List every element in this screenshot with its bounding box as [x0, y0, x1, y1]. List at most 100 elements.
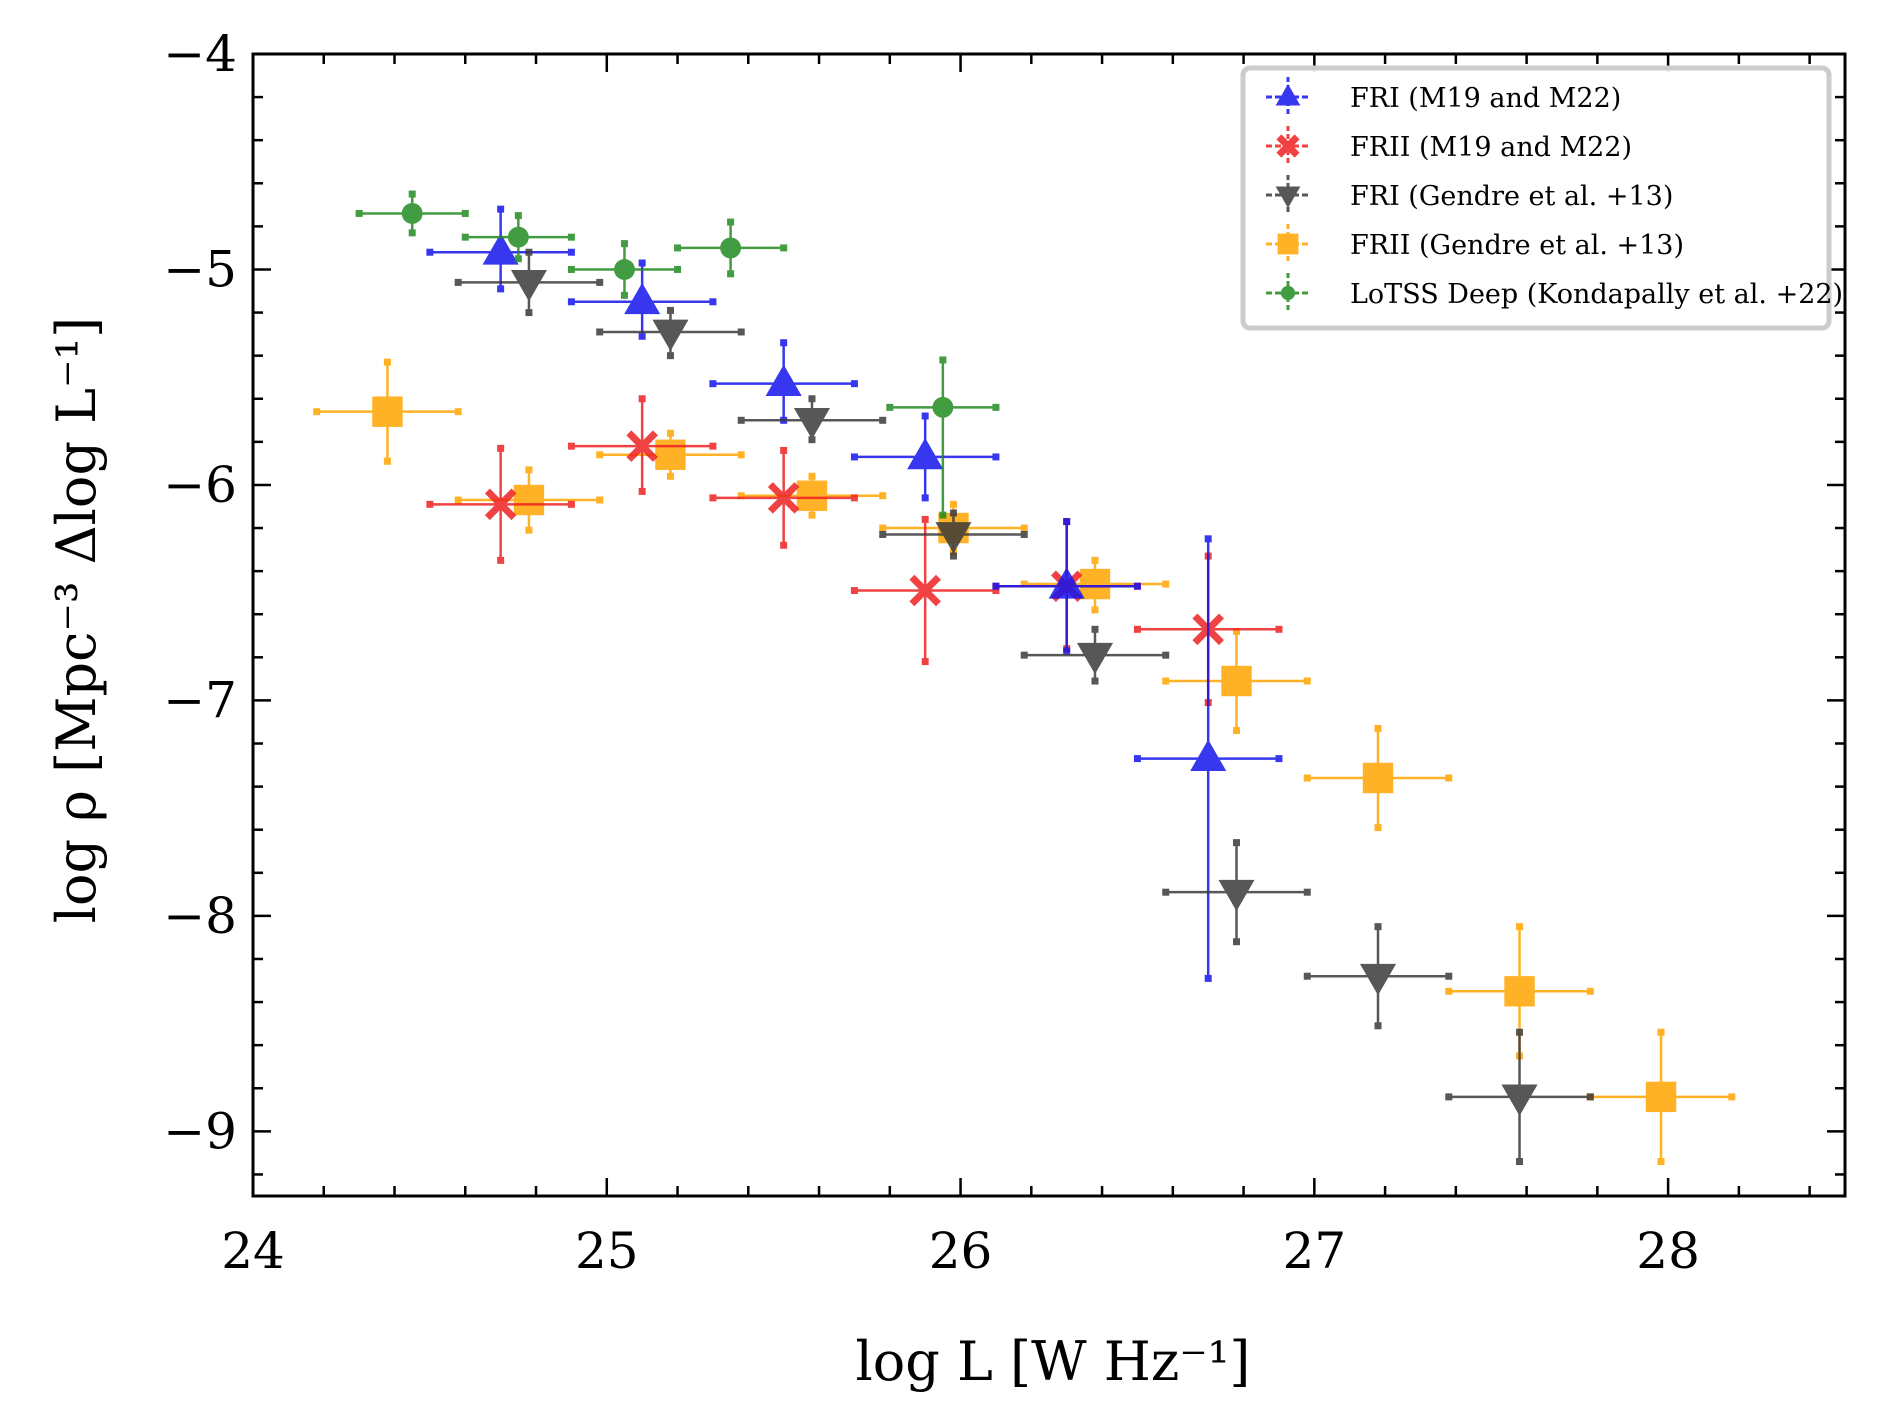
error-cap — [525, 309, 533, 317]
error-cap — [1275, 755, 1283, 763]
error-cap — [567, 442, 575, 450]
y-tick-labels: −4 −5 −6 −7 −8 −9 — [163, 25, 237, 1160]
error-cap — [921, 494, 929, 502]
series-2 — [454, 248, 1594, 1166]
legend-label: FRI (M19 and M22) — [1350, 83, 1621, 114]
data-point — [886, 356, 1000, 519]
square-marker — [1362, 762, 1394, 794]
circle-marker — [507, 226, 529, 248]
legend-entry-3 — [1266, 224, 1310, 264]
square-marker — [1079, 568, 1111, 600]
error-cap — [886, 403, 894, 411]
data-point — [737, 395, 887, 444]
circle-marker — [614, 259, 635, 280]
y-tick-label: −6 — [163, 456, 237, 514]
error-cap — [1204, 974, 1212, 982]
error-cap — [497, 444, 505, 452]
legend-entry-4 — [1266, 273, 1310, 313]
error-cap — [1303, 888, 1311, 896]
square-marker — [1221, 665, 1252, 697]
triangle-down-marker — [1076, 642, 1114, 675]
error-cap — [879, 524, 887, 532]
triangle-up-marker — [482, 233, 519, 265]
data-point — [879, 509, 1028, 560]
error-cap — [709, 442, 717, 450]
error-cap — [1133, 755, 1141, 763]
x-marker — [1276, 134, 1300, 158]
error-cap — [921, 515, 929, 523]
error-cap — [454, 408, 462, 416]
y-tick-label: −8 — [163, 887, 237, 945]
triangle-down-marker — [652, 319, 689, 351]
data-point — [850, 515, 1000, 666]
error-cap — [1233, 627, 1241, 635]
error-cap — [525, 526, 533, 534]
error-cap — [638, 332, 646, 340]
error-cap — [949, 552, 957, 560]
error-cap — [638, 487, 646, 495]
error-cap — [1233, 938, 1241, 946]
error-cap — [497, 556, 505, 564]
square-marker — [655, 439, 686, 470]
data-point — [454, 248, 604, 317]
plot-frame — [251, 52, 1847, 1198]
error-cap — [666, 429, 674, 437]
error-cap — [850, 587, 858, 595]
error-cap — [567, 298, 575, 306]
error-cap — [1516, 923, 1524, 931]
data-point — [850, 412, 1000, 502]
error-cap — [596, 328, 604, 336]
error-cap — [567, 233, 575, 241]
error-cap — [727, 270, 735, 278]
data-point — [709, 339, 858, 424]
error-cap — [992, 453, 1000, 461]
triangle-down-marker — [1359, 963, 1397, 996]
error-cap — [1091, 556, 1099, 564]
error-cap — [1303, 972, 1311, 980]
error-cap — [850, 494, 858, 502]
series-4 — [355, 190, 1000, 519]
error-cap — [674, 265, 682, 273]
square-marker — [1277, 233, 1299, 255]
square-marker — [796, 480, 828, 511]
error-cap — [1091, 606, 1099, 614]
error-cap — [737, 328, 745, 336]
error-cap — [674, 244, 682, 252]
error-cap — [408, 190, 416, 198]
error-cap — [1204, 535, 1212, 543]
error-cap — [461, 233, 469, 241]
triangle-down-marker — [935, 522, 972, 554]
error-cap — [1091, 625, 1099, 633]
y-tick-label: −7 — [163, 671, 237, 729]
x-axis-label: log L [W Hz⁻¹] — [855, 1330, 1250, 1393]
x-marker — [767, 482, 800, 514]
error-cap — [567, 248, 575, 256]
error-cap — [638, 259, 646, 267]
legend-entry-1 — [1266, 126, 1310, 166]
error-cap — [1657, 1028, 1665, 1036]
error-cap — [1162, 651, 1170, 659]
error-cap — [620, 291, 628, 299]
error-cap — [1374, 923, 1382, 931]
error-cap — [1445, 972, 1453, 980]
error-cap — [992, 403, 1000, 411]
error-cap — [879, 416, 887, 424]
data-point — [461, 212, 575, 263]
y-tick-label: −9 — [163, 1102, 237, 1160]
y-tick-label: −4 — [163, 25, 237, 83]
x-tick-label: 26 — [929, 1222, 993, 1280]
error-cap — [1162, 580, 1170, 588]
error-cap — [1516, 1158, 1524, 1166]
error-cap — [666, 472, 674, 480]
error-cap — [879, 492, 887, 500]
error-cap — [737, 416, 745, 424]
error-cap — [1020, 580, 1028, 588]
data-point — [1162, 627, 1311, 735]
error-cap — [525, 466, 533, 474]
data-point — [567, 240, 682, 299]
series-layer — [313, 190, 1736, 1166]
error-cap — [514, 255, 522, 263]
error-cap — [461, 209, 469, 217]
error-cap — [454, 278, 462, 286]
